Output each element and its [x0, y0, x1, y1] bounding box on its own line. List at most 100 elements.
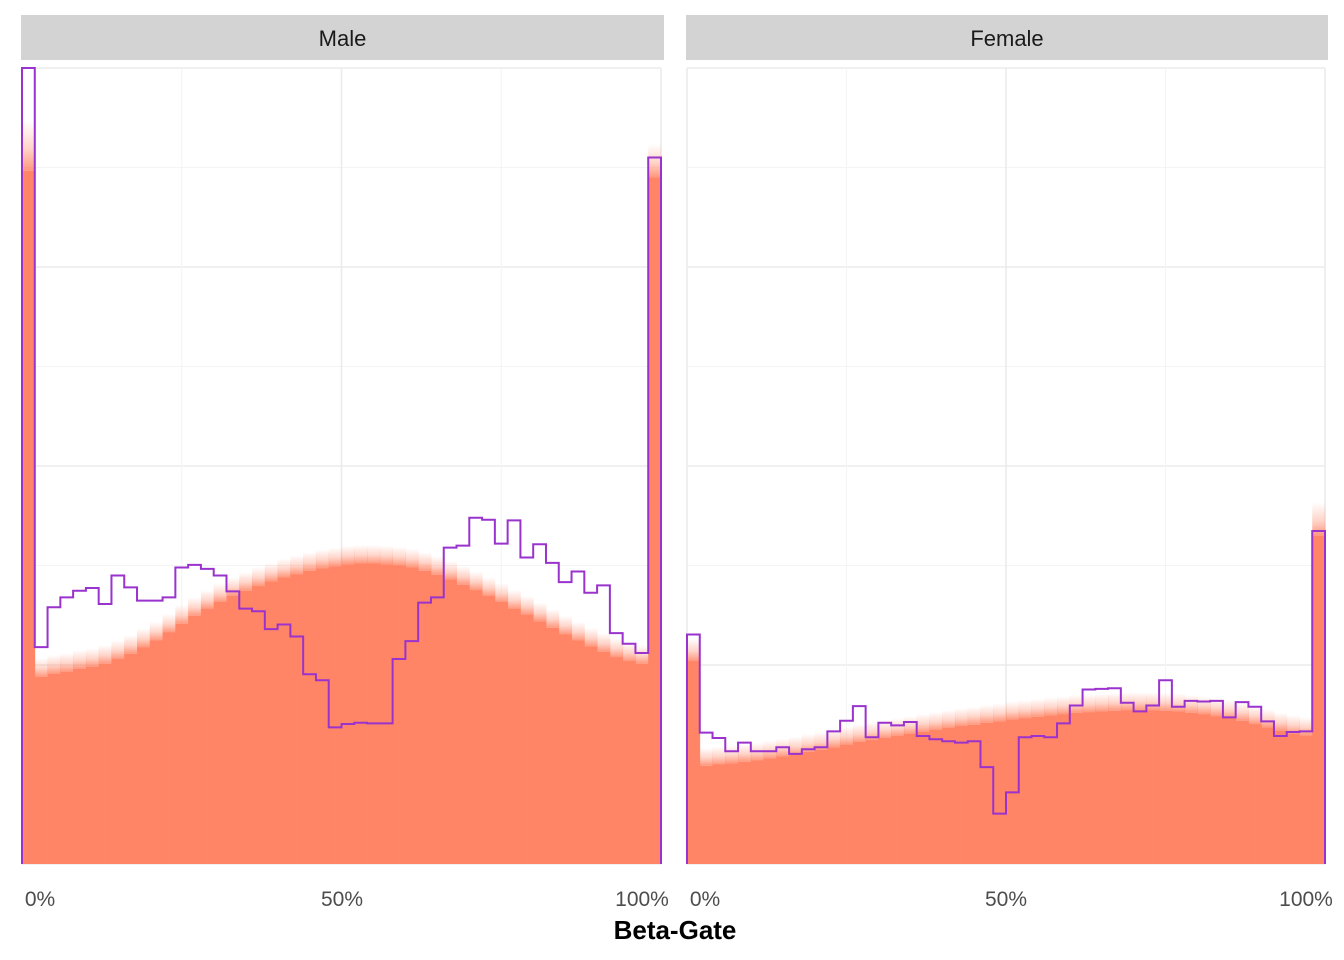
predicted-band-female [687, 502, 1326, 864]
band-bar-female-1 [699, 765, 713, 864]
band-bar-female-22 [967, 724, 981, 864]
band-bar-female-27 [1031, 716, 1045, 864]
band-fade-female-34 [1120, 692, 1134, 711]
band-bar-female-11 [827, 747, 841, 864]
panel-male: Male 0% 50% 100% [21, 15, 669, 911]
band-bar-male-27 [367, 563, 381, 864]
band-fade-female-47 [1286, 715, 1300, 734]
band-bar-female-46 [1273, 730, 1288, 864]
band-fade-female-28 [1044, 697, 1058, 716]
band-bar-female-45 [1261, 727, 1275, 864]
band-fade-male-42 [558, 615, 572, 635]
band-bar-male-6 [98, 663, 112, 864]
band-fade-male-43 [571, 621, 585, 641]
band-fade-female-9 [801, 733, 815, 752]
band-bar-female-36 [1146, 710, 1160, 864]
band-bar-female-48 [1299, 735, 1313, 864]
band-fade-male-18 [252, 567, 266, 587]
band-bar-female-23 [980, 722, 994, 864]
band-fade-female-36 [1146, 692, 1160, 711]
band-bar-male-28 [379, 564, 394, 864]
band-bar-male-36 [482, 596, 496, 864]
band-fade-female-23 [980, 704, 994, 723]
band-fade-female-43 [1235, 702, 1249, 721]
band-bar-female-33 [1108, 710, 1122, 864]
observed-step-line-female [686, 530, 1326, 864]
band-fade-male-28 [379, 545, 394, 565]
band-bar-male-44 [584, 646, 598, 864]
band-fade-female-1 [699, 747, 713, 766]
band-fade-male-11 [162, 613, 176, 633]
band-bar-male-23 [315, 568, 330, 864]
x-tick-label-female-50: 50% [985, 888, 1027, 911]
band-bar-male-48 [635, 663, 649, 864]
band-bar-female-37 [1159, 710, 1173, 864]
band-bar-female-42 [1222, 718, 1237, 864]
x-tick-label-male-100: 100% [615, 888, 669, 911]
observed-step-line-male [21, 67, 662, 864]
band-fade-female-20 [942, 710, 956, 729]
band-fade-female-22 [967, 706, 981, 725]
band-bar-female-16 [891, 735, 905, 864]
band-fade-male-13 [188, 597, 202, 616]
band-bar-female-31 [1082, 712, 1096, 864]
band-fade-female-4 [738, 743, 752, 762]
band-fade-female-35 [1133, 692, 1147, 711]
band-fade-male-29 [392, 546, 406, 566]
band-bar-female-4 [738, 761, 752, 864]
band-bar-female-28 [1044, 715, 1058, 864]
band-bar-male-15 [213, 601, 227, 864]
band-bar-female-14 [865, 739, 879, 864]
band-fade-male-39 [520, 596, 534, 615]
band-bar-female-9 [801, 751, 815, 864]
band-fade-male-27 [367, 544, 381, 564]
band-fade-male-22 [303, 552, 317, 571]
band-bar-male-26 [354, 563, 368, 864]
band-fade-male-37 [494, 583, 509, 602]
band-fade-female-18 [916, 714, 930, 732]
band-fade-female-27 [1031, 698, 1045, 717]
band-bar-male-32 [430, 574, 445, 864]
band-fade-female-25 [1006, 701, 1020, 720]
x-axis-title: Beta-Gate [614, 915, 737, 945]
band-fade-male-1 [34, 658, 48, 677]
band-bar-female-32 [1095, 711, 1109, 864]
band-fade-male-49 [648, 144, 662, 178]
band-bar-male-24 [328, 566, 342, 864]
band-fade-male-3 [60, 653, 74, 672]
band-fade-male-7 [111, 640, 125, 660]
band-fade-female-30 [1069, 694, 1083, 713]
band-bar-male-14 [200, 608, 215, 864]
band-bar-male-12 [175, 623, 189, 864]
x-tick-label-male-0: 0% [25, 888, 55, 911]
band-bar-male-0 [22, 170, 36, 865]
band-bar-female-30 [1069, 712, 1083, 864]
band-fade-male-44 [584, 627, 598, 647]
band-fade-male-36 [482, 577, 496, 597]
strip-label-male: Male [319, 26, 367, 51]
band-fade-female-14 [865, 722, 879, 740]
band-bar-female-20 [942, 728, 956, 864]
band-fade-female-19 [929, 712, 943, 731]
band-fade-male-21 [290, 555, 304, 575]
band-bar-male-10 [149, 640, 163, 864]
band-bar-male-4 [73, 668, 87, 864]
band-bar-female-12 [840, 744, 854, 864]
band-fade-female-45 [1261, 709, 1275, 728]
band-bar-female-15 [878, 737, 892, 864]
band-bar-male-13 [188, 615, 202, 864]
band-bar-male-21 [290, 574, 304, 864]
band-bar-female-6 [763, 758, 777, 864]
band-bar-male-31 [418, 570, 432, 864]
band-bar-male-16 [226, 596, 240, 864]
band-bar-male-25 [341, 564, 355, 864]
band-bar-male-37 [494, 601, 509, 864]
band-bar-female-21 [954, 726, 969, 864]
band-bar-male-9 [137, 647, 151, 864]
band-bar-male-38 [507, 608, 521, 864]
band-fade-female-3 [725, 745, 739, 764]
band-bar-female-40 [1197, 714, 1211, 864]
predicted-band-male [22, 121, 662, 865]
band-bar-female-0 [687, 661, 701, 864]
